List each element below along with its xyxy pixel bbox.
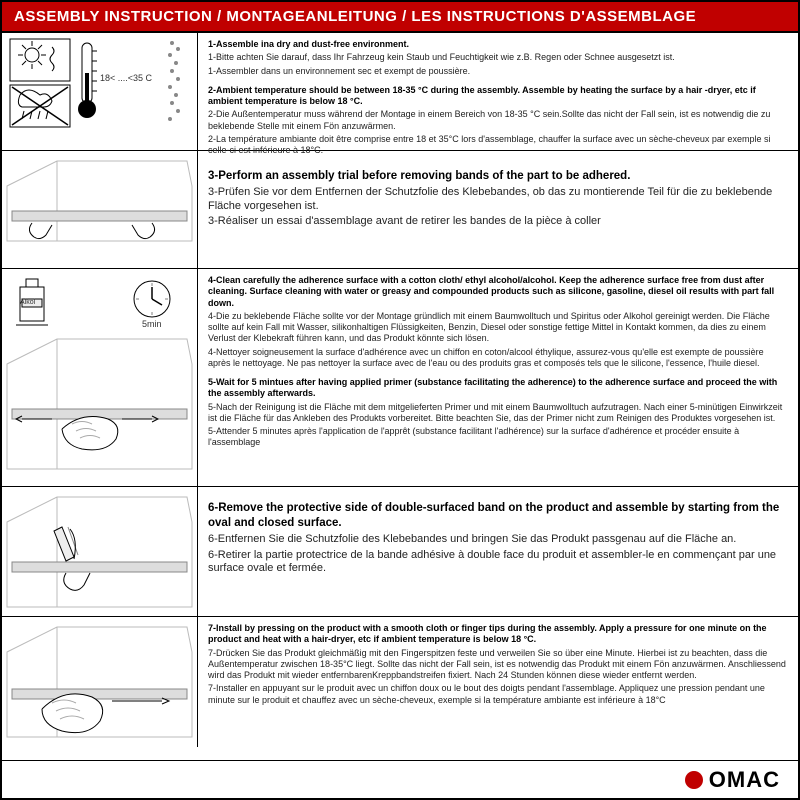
step-row-7: 7-Install by pressing on the product wit… <box>2 617 798 747</box>
step1-en: 1-Assemble ina dry and dust-free environ… <box>208 39 788 50</box>
step-7-text: 7-Install by pressing on the product wit… <box>198 617 798 747</box>
illustration-peel <box>2 487 198 616</box>
step5-en: 5-Wait for 5 mintues after having applie… <box>208 377 788 400</box>
press-install-icon <box>2 617 197 747</box>
step3-en: 3-Perform an assembly trial before remov… <box>208 169 788 184</box>
step6-de: 6-Entfernen Sie die Schutzfolie des Kleb… <box>208 533 788 547</box>
step7-fr: 7-Installer en appuyant sur le produit a… <box>208 683 788 706</box>
peel-tape-icon <box>2 487 197 617</box>
step4-fr: 4-Nettoyer soigneusement la surface d'ad… <box>208 347 788 370</box>
step5-fr: 5-Attender 5 minutes après l'application… <box>208 426 788 449</box>
page-title: ASSEMBLY INSTRUCTION / MONTAGEANLEITUNG … <box>2 2 798 33</box>
step-row-3: 3-Perform an assembly trial before remov… <box>2 151 798 269</box>
step-row-4-5: Alkol 5min 4-Clean carefully the adheren… <box>2 269 798 487</box>
step-1-2-text: 1-Assemble ina dry and dust-free environ… <box>198 33 798 150</box>
step6-en: 6-Remove the protective side of double-s… <box>208 501 788 531</box>
alcohol-label: Alkol <box>20 299 35 306</box>
timer-label: 5min <box>142 319 162 329</box>
footer: OMAC <box>2 760 798 798</box>
step2-en: 2-Ambient temperature should be between … <box>208 85 788 108</box>
assembly-instruction-sheet: ASSEMBLY INSTRUCTION / MONTAGEANLEITUNG … <box>0 0 800 800</box>
step6-fr: 6-Retirer la partie protectrice de la ba… <box>208 549 788 577</box>
illustration-clean: Alkol 5min <box>2 269 198 486</box>
step-4-5-text: 4-Clean carefully the adherence surface … <box>198 269 798 486</box>
step1-fr: 1-Assembler dans un environnement sec et… <box>208 66 788 77</box>
instruction-rows: 18< ....<35 C 1-Assemble ina dry and dus… <box>2 33 798 760</box>
step-6-text: 6-Remove the protective side of double-s… <box>198 487 798 616</box>
step4-de: 4-Die zu beklebende Fläche sollte vor de… <box>208 311 788 345</box>
environment-icon <box>2 33 197 151</box>
step5-de: 5-Nach der Reinigung ist die Fläche mit … <box>208 402 788 425</box>
illustration-press <box>2 617 198 747</box>
step7-en: 7-Install by pressing on the product wit… <box>208 623 788 646</box>
step4-en: 4-Clean carefully the adherence surface … <box>208 275 788 309</box>
trial-fit-icon <box>2 151 197 269</box>
step3-de: 3-Prüfen Sie vor dem Entfernen der Schut… <box>208 186 788 214</box>
step2-de: 2-Die Außentemperatur muss während der M… <box>208 109 788 132</box>
brand-logo: OMAC <box>709 767 780 793</box>
step3-fr: 3-Réaliser un essai d'assemblage avant d… <box>208 215 788 229</box>
step-3-text: 3-Perform an assembly trial before remov… <box>198 151 798 268</box>
step7-de: 7-Drücken Sie das Produkt gleichmäßig mi… <box>208 648 788 682</box>
logo-dot-icon <box>685 771 703 789</box>
temperature-range-label: 18< ....<35 C <box>100 73 152 83</box>
illustration-trial <box>2 151 198 268</box>
step-row-6: 6-Remove the protective side of double-s… <box>2 487 798 617</box>
step1-de: 1-Bitte achten Sie darauf, dass Ihr Fahr… <box>208 52 788 63</box>
illustration-environment: 18< ....<35 C <box>2 33 198 150</box>
step-row-1-2: 18< ....<35 C 1-Assemble ina dry and dus… <box>2 33 798 151</box>
